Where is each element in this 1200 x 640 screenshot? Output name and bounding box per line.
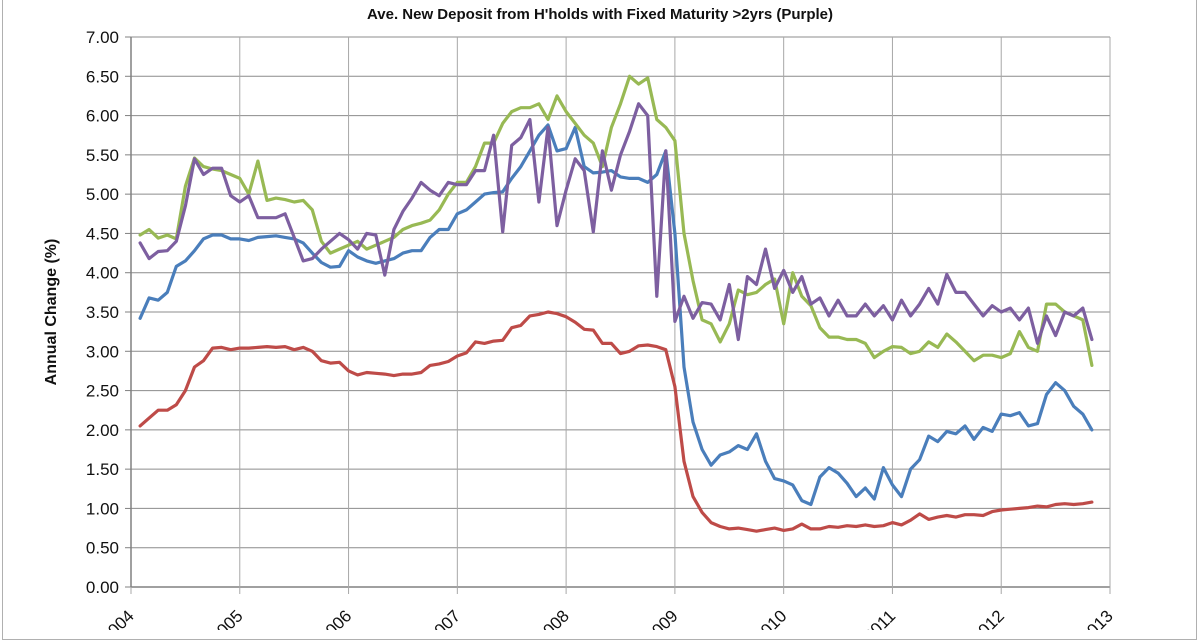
- y-tick-label: 4.50: [86, 224, 119, 243]
- chart-title: Ave. New Deposit from H'holds with Fixed…: [366, 6, 833, 23]
- y-tick-label: 5.00: [86, 185, 119, 204]
- x-tick-label: 2013: [1077, 606, 1117, 630]
- x-tick-label: 2007: [424, 606, 464, 630]
- x-tick-label: 2009: [642, 606, 682, 630]
- y-axis-label: Annual Change (%): [43, 239, 60, 386]
- y-tick-label: 3.00: [86, 342, 119, 361]
- x-tick-label: 2008: [533, 606, 573, 630]
- x-tick-label: 2004: [98, 606, 138, 630]
- series-line-2: [138, 74, 1094, 367]
- y-tick-label: 6.50: [86, 67, 119, 86]
- y-tick-label: 4.00: [86, 264, 119, 283]
- y-tick-label: 0.50: [86, 539, 119, 558]
- y-tick-label: 5.50: [86, 146, 119, 165]
- x-tick-label: 2012: [968, 606, 1008, 630]
- y-tick-label: 2.50: [86, 382, 119, 401]
- y-tick-label: 0.00: [86, 578, 119, 597]
- x-tick-label: 2006: [315, 606, 355, 630]
- y-tick-label: 1.00: [86, 499, 119, 518]
- x-tick-label: 2005: [206, 606, 246, 630]
- y-tick-label: 1.50: [86, 460, 119, 479]
- x-tick-label: 2011: [860, 606, 899, 630]
- series-line-3: [138, 102, 1094, 345]
- series-line-0: [138, 310, 1094, 533]
- y-tick-label: 7.00: [86, 28, 119, 47]
- y-tick-label: 6.00: [86, 107, 119, 126]
- y-tick-label: 2.00: [86, 421, 119, 440]
- y-tick-label: 3.50: [86, 303, 119, 322]
- x-tick-label: 2010: [750, 606, 790, 630]
- series-line-1: [138, 123, 1094, 507]
